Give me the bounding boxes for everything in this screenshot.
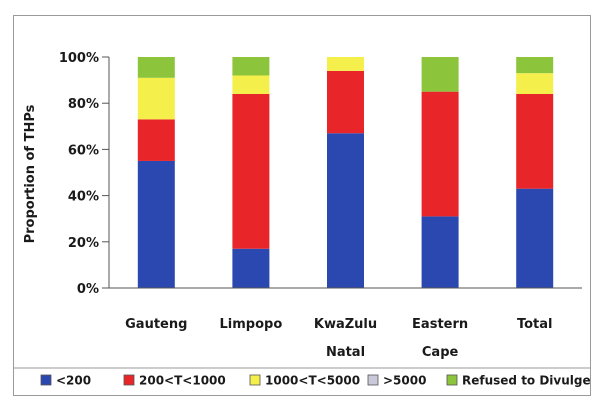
legend-swatch xyxy=(446,374,458,386)
legend-label: 200<T<1000 xyxy=(139,374,226,388)
bar-segment xyxy=(421,57,459,92)
x-category-label: KwaZulu xyxy=(314,317,377,332)
y-tick-label: 80% xyxy=(68,97,99,112)
bar-segment xyxy=(137,160,175,288)
x-category-label: Total xyxy=(517,317,553,332)
bar-segment xyxy=(516,73,554,94)
y-tick-label: 20% xyxy=(68,236,99,251)
y-tick-label: 0% xyxy=(77,282,99,297)
y-axis-ticks: 0% 20% 40% 60% 80% 100% xyxy=(59,51,109,297)
bar-segment xyxy=(421,216,459,288)
plot-area xyxy=(108,57,582,289)
y-axis-label: Proportion of THPs xyxy=(23,104,38,243)
legend-label: >5000 xyxy=(383,374,426,388)
bar-segment xyxy=(516,93,554,189)
bar-segment xyxy=(137,57,175,78)
stacked-bar-chart: 0% 20% 40% 60% 80% 100% Proportion of THPs Ga… xyxy=(14,51,590,388)
legend-swatch xyxy=(40,374,52,386)
x-axis-categories: Gauteng Limpopo KwaZulu Natal Eastern Cape Tot… xyxy=(125,317,552,360)
bar-segment xyxy=(516,57,554,74)
bar-segment xyxy=(137,119,175,161)
legend-label: Refused to Divulge xyxy=(462,374,590,388)
y-tick-label: 40% xyxy=(68,190,99,205)
legend: <200 200<T<1000 1000<T<5000 >5000 Refused to… xyxy=(14,367,590,388)
bar-segment xyxy=(516,188,554,288)
chart-frame: 0% 20% 40% 60% 80% 100% Proportion of THPs Ga… xyxy=(13,15,591,396)
bar-segment xyxy=(232,75,270,94)
y-tick-label: 60% xyxy=(68,143,99,158)
bar-segment xyxy=(327,57,364,71)
legend-swatch xyxy=(249,374,261,386)
x-category-label: Natal xyxy=(326,345,365,360)
legend-swatch xyxy=(123,374,135,386)
legend-swatch xyxy=(367,374,379,386)
bar-segment xyxy=(137,77,175,120)
bar-segment xyxy=(327,70,364,134)
bar-segment xyxy=(421,91,459,217)
x-category-label: Gauteng xyxy=(125,317,187,332)
legend-label: <200 xyxy=(56,374,91,388)
x-category-label: Cape xyxy=(422,345,459,360)
bar-segment xyxy=(232,57,270,76)
y-tick-label: 100% xyxy=(59,51,99,66)
bar-segment xyxy=(232,248,270,288)
bar-segment xyxy=(327,133,364,288)
legend-label: 1000<T<5000 xyxy=(265,374,360,388)
x-category-label: Eastern xyxy=(412,317,468,332)
x-category-label: Limpopo xyxy=(220,317,283,332)
bar-segment xyxy=(232,93,270,249)
